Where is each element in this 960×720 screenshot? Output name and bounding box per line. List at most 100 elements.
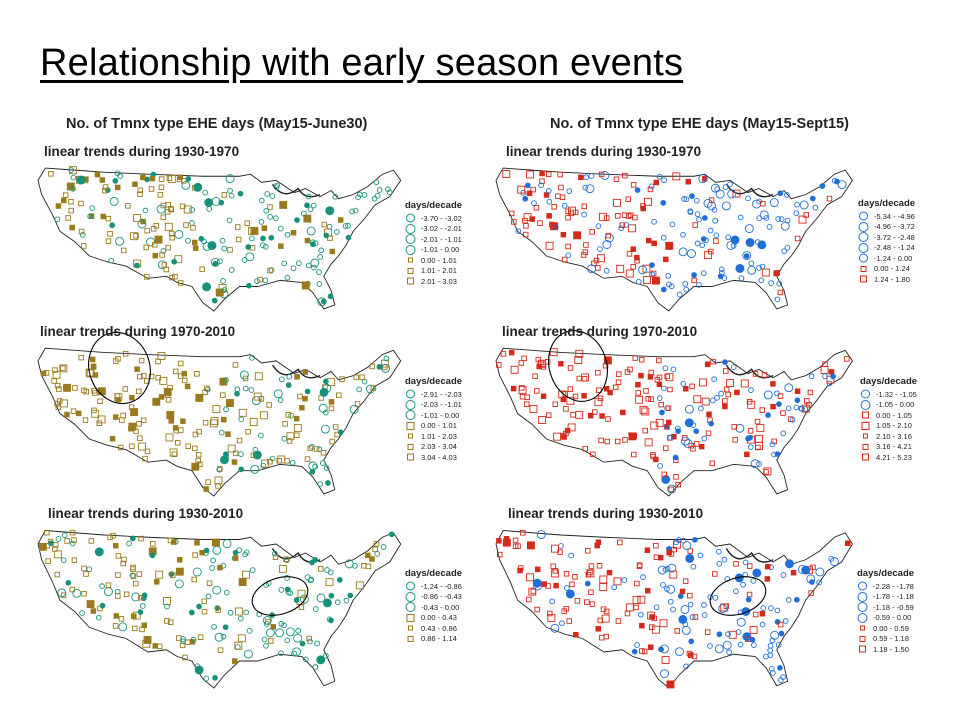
station-marker xyxy=(794,397,801,404)
station-marker xyxy=(43,370,50,376)
station-marker xyxy=(215,483,221,489)
station-marker xyxy=(221,192,228,198)
station-marker xyxy=(158,394,165,400)
station-marker xyxy=(656,357,662,364)
station-marker xyxy=(567,386,574,392)
station-marker xyxy=(92,390,98,396)
legend-entry: -1.78 - -1.18 xyxy=(857,591,914,603)
station-marker xyxy=(188,609,195,616)
square-marker-icon xyxy=(860,431,871,441)
station-marker xyxy=(572,393,579,400)
station-marker xyxy=(572,574,578,580)
station-marker xyxy=(526,541,535,550)
station-marker xyxy=(128,404,135,410)
station-marker xyxy=(144,448,151,455)
station-marker xyxy=(205,593,212,600)
station-marker xyxy=(289,459,296,466)
station-marker xyxy=(172,368,179,375)
station-marker xyxy=(771,451,777,458)
station-marker xyxy=(205,479,211,485)
station-marker xyxy=(55,203,62,209)
station-marker xyxy=(102,184,109,190)
station-marker xyxy=(163,388,172,396)
legend-title: days/decade xyxy=(405,568,463,579)
legend-label: 2.01 - 3.03 xyxy=(421,276,457,286)
station-marker xyxy=(594,398,603,407)
station-marker xyxy=(376,363,383,370)
station-marker xyxy=(706,411,712,418)
station-marker xyxy=(581,211,587,218)
station-marker xyxy=(667,598,674,605)
station-marker xyxy=(776,280,783,287)
station-marker xyxy=(174,230,184,239)
station-marker xyxy=(777,393,784,399)
station-marker xyxy=(651,240,657,247)
station-marker xyxy=(320,450,327,456)
legend-label: -2.48 - -1.24 xyxy=(874,243,915,253)
station-marker xyxy=(301,210,307,217)
station-marker xyxy=(215,607,221,613)
station-marker xyxy=(249,567,256,573)
station-marker xyxy=(174,579,184,589)
station-marker xyxy=(158,184,165,191)
station-marker xyxy=(105,582,112,588)
station-marker xyxy=(44,543,51,549)
station-marker xyxy=(551,544,559,553)
station-marker xyxy=(141,595,147,602)
station-marker xyxy=(246,628,253,634)
station-marker xyxy=(605,416,611,422)
station-marker xyxy=(168,230,175,237)
station-marker xyxy=(87,213,93,220)
station-marker xyxy=(780,410,786,416)
station-marker xyxy=(69,540,76,547)
station-marker xyxy=(598,171,605,178)
station-marker xyxy=(142,639,151,648)
station-marker xyxy=(212,545,222,555)
station-marker xyxy=(544,359,551,365)
station-marker xyxy=(337,217,344,223)
station-marker xyxy=(112,623,119,629)
station-marker xyxy=(584,599,590,605)
station-marker xyxy=(808,590,814,596)
legend-entry: -1.24 - -0.86 xyxy=(405,581,462,592)
station-marker xyxy=(68,167,74,173)
station-marker xyxy=(747,444,754,450)
station-marker xyxy=(349,404,359,414)
station-marker xyxy=(689,193,695,199)
station-marker xyxy=(673,474,679,480)
station-marker xyxy=(508,349,515,356)
station-marker xyxy=(304,574,311,580)
station-marker xyxy=(64,411,70,418)
station-marker xyxy=(176,557,183,563)
station-marker xyxy=(204,198,214,207)
station-marker xyxy=(312,664,319,670)
station-marker xyxy=(129,394,135,401)
station-marker xyxy=(123,591,130,598)
station-marker xyxy=(707,227,714,234)
station-marker xyxy=(216,466,223,473)
legend-label: -2.91 - -2.03 xyxy=(421,389,462,399)
station-marker xyxy=(582,184,589,191)
station-marker xyxy=(323,465,330,471)
station-marker xyxy=(206,580,213,587)
station-marker xyxy=(301,281,310,290)
station-marker xyxy=(79,231,86,238)
station-marker xyxy=(642,276,651,285)
station-marker xyxy=(153,222,160,229)
station-marker xyxy=(243,549,250,556)
station-marker xyxy=(271,550,278,557)
station-marker xyxy=(129,535,136,542)
station-marker xyxy=(185,443,191,449)
station-marker xyxy=(126,540,132,547)
station-marker xyxy=(260,459,269,468)
station-marker xyxy=(245,244,252,250)
station-marker xyxy=(711,376,717,383)
station-marker xyxy=(157,352,166,360)
station-marker xyxy=(70,408,77,414)
station-marker xyxy=(752,568,762,578)
station-marker xyxy=(683,286,690,293)
station-marker xyxy=(152,252,159,259)
station-marker xyxy=(314,640,320,647)
station-marker xyxy=(781,248,788,255)
station-marker xyxy=(142,455,148,462)
